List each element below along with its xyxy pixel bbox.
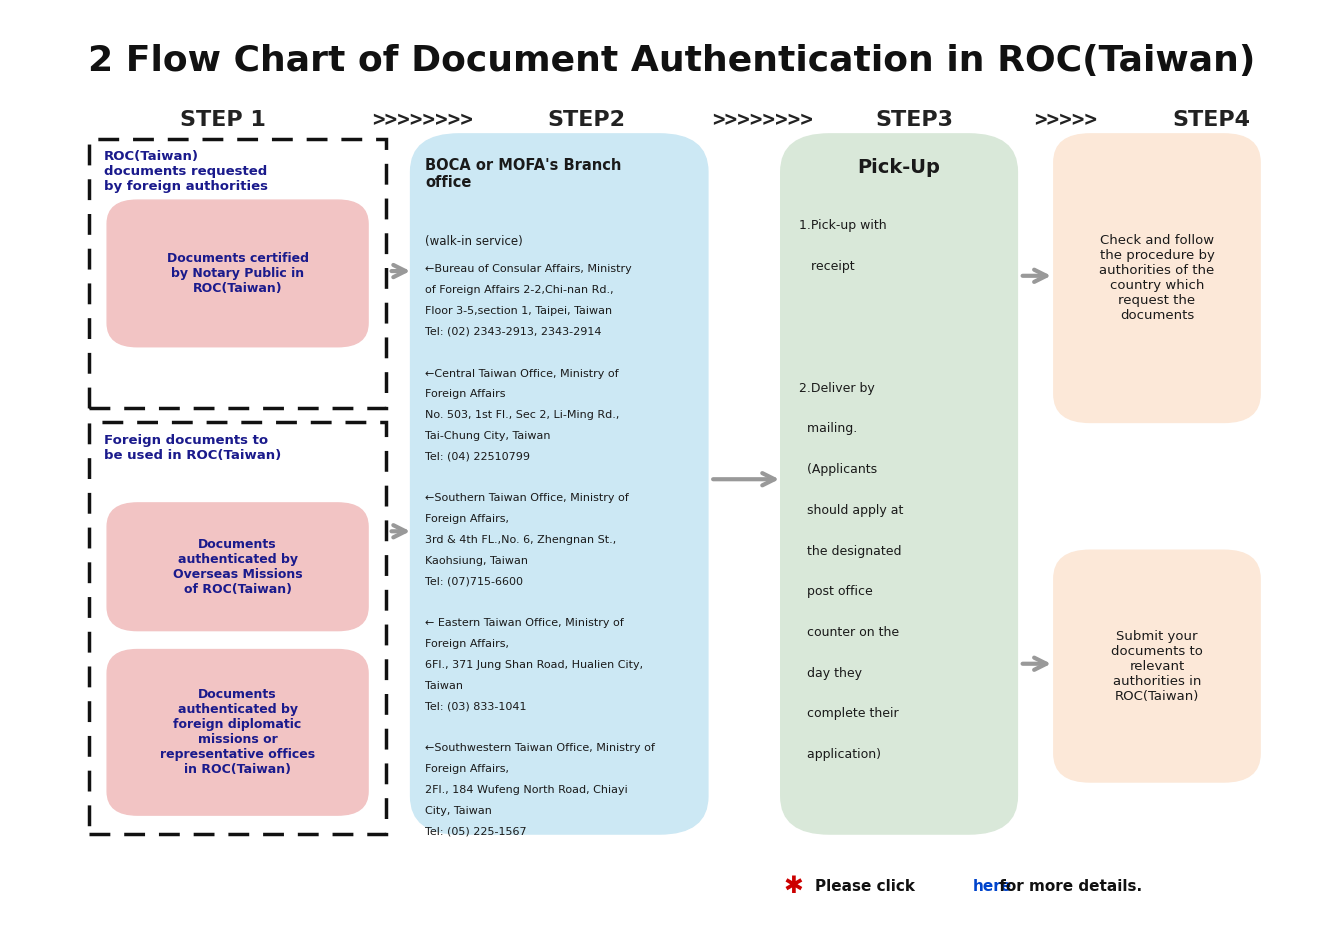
Text: Foreign Affairs,: Foreign Affairs, xyxy=(426,514,509,524)
Text: Tel: (05) 225-1567: Tel: (05) 225-1567 xyxy=(426,827,526,836)
Text: Tel: (04) 22510799: Tel: (04) 22510799 xyxy=(426,452,530,462)
FancyBboxPatch shape xyxy=(780,134,1018,834)
Text: here: here xyxy=(972,879,1011,894)
Text: Documents
authenticated by
foreign diplomatic
missions or
representative offices: Documents authenticated by foreign diplo… xyxy=(160,688,316,776)
Text: STEP2: STEP2 xyxy=(548,110,626,130)
Text: ROC(Taiwan)
documents requested
by foreign authorities: ROC(Taiwan) documents requested by forei… xyxy=(103,150,267,193)
Text: for more details.: for more details. xyxy=(994,879,1143,894)
FancyBboxPatch shape xyxy=(107,200,368,346)
Text: 6Fl., 371 Jung Shan Road, Hualien City,: 6Fl., 371 Jung Shan Road, Hualien City, xyxy=(426,660,643,670)
Text: Kaohsiung, Taiwan: Kaohsiung, Taiwan xyxy=(426,556,528,566)
Text: Foreign Affairs,: Foreign Affairs, xyxy=(426,764,509,774)
Text: 2Fl., 184 Wufeng North Road, Chiayi: 2Fl., 184 Wufeng North Road, Chiayi xyxy=(426,785,629,795)
Text: should apply at: should apply at xyxy=(799,504,904,517)
Text: No. 503, 1st Fl., Sec 2, Li-Ming Rd.,: No. 503, 1st Fl., Sec 2, Li-Ming Rd., xyxy=(426,410,619,420)
Text: >>>>>: >>>>> xyxy=(1034,110,1097,130)
Text: counter on the: counter on the xyxy=(799,626,898,639)
Text: complete their: complete their xyxy=(799,707,898,720)
Text: post office: post office xyxy=(799,586,873,598)
Text: Foreign Affairs,: Foreign Affairs, xyxy=(426,639,509,649)
Text: BOCA or MOFA's Branch
office: BOCA or MOFA's Branch office xyxy=(426,158,622,190)
Text: City, Taiwan: City, Taiwan xyxy=(426,806,492,816)
FancyBboxPatch shape xyxy=(411,134,708,834)
Text: day they: day they xyxy=(799,666,862,679)
Text: the designated: the designated xyxy=(799,545,901,557)
Text: STEP3: STEP3 xyxy=(876,110,954,130)
Text: Submit your
documents to
relevant
authorities in
ROC(Taiwan): Submit your documents to relevant author… xyxy=(1111,629,1203,702)
Text: >>>>>>>>: >>>>>>>> xyxy=(712,110,813,130)
Text: ←Southwestern Taiwan Office, Ministry of: ←Southwestern Taiwan Office, Ministry of xyxy=(426,743,655,754)
Text: >>>>>>>>: >>>>>>>> xyxy=(372,110,473,130)
Text: ←Bureau of Consular Affairs, Ministry: ←Bureau of Consular Affairs, Ministry xyxy=(426,265,631,274)
FancyBboxPatch shape xyxy=(107,503,368,631)
Text: Taiwan: Taiwan xyxy=(426,680,463,691)
Text: Foreign Affairs: Foreign Affairs xyxy=(426,389,505,400)
Text: STEP4: STEP4 xyxy=(1172,110,1250,130)
Text: Documents
authenticated by
Overseas Missions
of ROC(Taiwan): Documents authenticated by Overseas Miss… xyxy=(173,538,302,596)
Text: receipt: receipt xyxy=(799,260,854,272)
Text: ← Eastern Taiwan Office, Ministry of: ← Eastern Taiwan Office, Ministry of xyxy=(426,619,624,628)
Text: (walk-in service): (walk-in service) xyxy=(426,235,522,248)
FancyBboxPatch shape xyxy=(1054,550,1260,782)
Text: Check and follow
the procedure by
authorities of the
country which
request the
d: Check and follow the procedure by author… xyxy=(1100,234,1214,322)
Text: 3rd & 4th FL.,No. 6, Zhengnan St.,: 3rd & 4th FL.,No. 6, Zhengnan St., xyxy=(426,535,616,545)
Text: Please click: Please click xyxy=(815,879,920,894)
Text: ←Southern Taiwan Office, Ministry of: ←Southern Taiwan Office, Ministry of xyxy=(426,493,629,503)
Text: application): application) xyxy=(799,748,881,761)
Text: of Foreign Affairs 2-2,Chi-nan Rd.,: of Foreign Affairs 2-2,Chi-nan Rd., xyxy=(426,286,614,295)
FancyBboxPatch shape xyxy=(1054,134,1260,422)
Text: 1.Pick-up with: 1.Pick-up with xyxy=(799,219,886,232)
Text: Floor 3-5,section 1, Taipei, Taiwan: Floor 3-5,section 1, Taipei, Taiwan xyxy=(426,307,612,316)
Text: STEP 1: STEP 1 xyxy=(180,110,266,130)
Text: ✱: ✱ xyxy=(783,874,803,898)
Text: Foreign documents to
be used in ROC(Taiwan): Foreign documents to be used in ROC(Taiw… xyxy=(103,434,281,462)
Text: Tai-Chung City, Taiwan: Tai-Chung City, Taiwan xyxy=(426,431,551,441)
Text: (Applicants: (Applicants xyxy=(799,463,877,476)
Text: ←Central Taiwan Office, Ministry of: ←Central Taiwan Office, Ministry of xyxy=(426,368,619,379)
Text: 2 Flow Chart of Document Authentication in ROC(Taiwan): 2 Flow Chart of Document Authentication … xyxy=(87,44,1256,78)
Text: Documents certified
by Notary Public in
ROC(Taiwan): Documents certified by Notary Public in … xyxy=(167,251,309,295)
FancyBboxPatch shape xyxy=(107,649,368,815)
Text: Tel: (03) 833-1041: Tel: (03) 833-1041 xyxy=(426,701,526,712)
Text: Tel: (02) 2343-2913, 2343-2914: Tel: (02) 2343-2913, 2343-2914 xyxy=(426,326,602,337)
Text: mailing.: mailing. xyxy=(799,422,857,436)
Text: Tel: (07)715-6600: Tel: (07)715-6600 xyxy=(426,577,524,586)
Text: Pick-Up: Pick-Up xyxy=(858,158,940,177)
Text: 2.Deliver by: 2.Deliver by xyxy=(799,381,874,395)
